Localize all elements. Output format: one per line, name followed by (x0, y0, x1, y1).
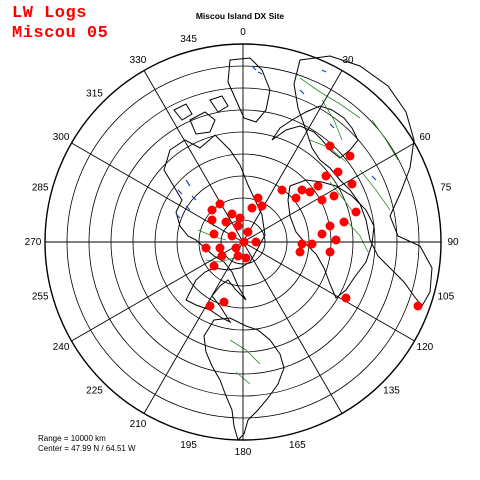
station-marker (233, 251, 243, 261)
bearing-label: 90 (447, 237, 459, 248)
station-marker (257, 201, 267, 211)
station-marker (277, 185, 287, 195)
bearing-label: 345 (180, 34, 197, 45)
bearing-label: 315 (86, 89, 103, 100)
logged-stations (201, 141, 423, 311)
range-label: Range = 10000 km (38, 434, 106, 443)
station-marker (331, 235, 341, 245)
europe-outline (271, 105, 359, 159)
arctic-islands-outline (173, 95, 229, 135)
station-marker (209, 261, 219, 271)
bearing-spoke (143, 70, 244, 243)
station-marker (247, 203, 257, 213)
station-marker (351, 207, 361, 217)
station-marker (233, 221, 243, 231)
station-marker (413, 301, 423, 311)
station-marker (207, 205, 217, 215)
station-marker (207, 215, 217, 225)
bearing-label: 120 (417, 342, 434, 353)
bearing-spoke (242, 241, 415, 342)
station-marker (253, 193, 263, 203)
station-marker (329, 191, 339, 201)
station-marker (209, 229, 219, 239)
station-marker (241, 253, 251, 263)
bearing-spoke (242, 241, 343, 414)
station-marker (239, 237, 249, 247)
bearing-label: 300 (53, 132, 70, 143)
bearing-label: 255 (32, 291, 49, 302)
station-marker (313, 181, 323, 191)
bearing-spoke (71, 142, 244, 243)
station-marker (333, 167, 343, 177)
bearing-label: 270 (25, 237, 42, 248)
station-marker (325, 247, 335, 257)
station-marker (227, 231, 237, 241)
station-marker (307, 239, 317, 249)
station-marker (235, 213, 245, 223)
station-marker (221, 217, 231, 227)
map-info: Range = 10000 km Center = 47.99 N / 64.5… (38, 434, 136, 454)
bearing-label: 225 (86, 386, 103, 397)
bearing-spoke (242, 70, 343, 243)
bearing-label: 30 (342, 55, 354, 66)
lake-marks (175, 65, 377, 227)
bearing-label: 135 (383, 386, 400, 397)
station-marker (215, 199, 225, 209)
lakes-rivers (175, 65, 377, 227)
site-title: Miscou Island DX Site (195, 11, 285, 21)
bearing-label: 210 (130, 419, 147, 430)
bearing-label: 105 (437, 291, 454, 302)
log-title-line-1: LW Logs (12, 4, 87, 23)
bearing-label: 330 (130, 55, 147, 66)
bearing-label: 195 (180, 440, 197, 451)
station-marker (231, 243, 241, 253)
bearing-label: 285 (32, 183, 49, 194)
station-marker (227, 209, 237, 219)
station-marker (215, 243, 225, 253)
log-title-line-2: Miscou 05 (12, 24, 109, 43)
station-marker (341, 293, 351, 303)
bearing-spoke (143, 241, 244, 414)
station-marker (325, 141, 335, 151)
bearing-label: 60 (419, 132, 431, 143)
log-title: LW Logs Miscou 05 (12, 4, 108, 44)
station-marker (347, 179, 357, 189)
landmasses (163, 55, 433, 441)
station-marker (317, 195, 327, 205)
station-marker (325, 221, 335, 231)
bearing-label: 180 (235, 447, 252, 458)
bearing-spoke (71, 241, 244, 342)
bearing-label: 0 (240, 27, 246, 38)
station-marker (317, 229, 327, 239)
station-marker (217, 251, 227, 261)
bearing-label: 75 (440, 183, 452, 194)
station-marker (321, 171, 331, 181)
station-marker (205, 301, 215, 311)
bearing-label: 240 (53, 342, 70, 353)
bearing-spoke (242, 142, 415, 243)
station-marker (297, 239, 307, 249)
africa-outline (287, 179, 375, 299)
south-america-outline (203, 317, 285, 441)
station-marker (243, 227, 253, 237)
bearing-spokes (45, 44, 441, 440)
station-marker (295, 247, 305, 257)
center-label: Center = 47.99 N / 64.51 W (38, 444, 136, 453)
station-marker (339, 217, 349, 227)
station-marker (345, 151, 355, 161)
bearing-labels: 0 30 60 75 90 105 120 135 165 180 195 210 225 240 255 2… (25, 27, 459, 458)
station-marker (297, 185, 307, 195)
station-marker (201, 243, 211, 253)
station-marker (291, 193, 301, 203)
station-marker (219, 297, 229, 307)
greenland-outline (227, 57, 271, 123)
station-marker (251, 237, 261, 247)
bearing-label: 165 (289, 440, 306, 451)
station-marker (305, 187, 315, 197)
asia-outline (293, 55, 433, 307)
